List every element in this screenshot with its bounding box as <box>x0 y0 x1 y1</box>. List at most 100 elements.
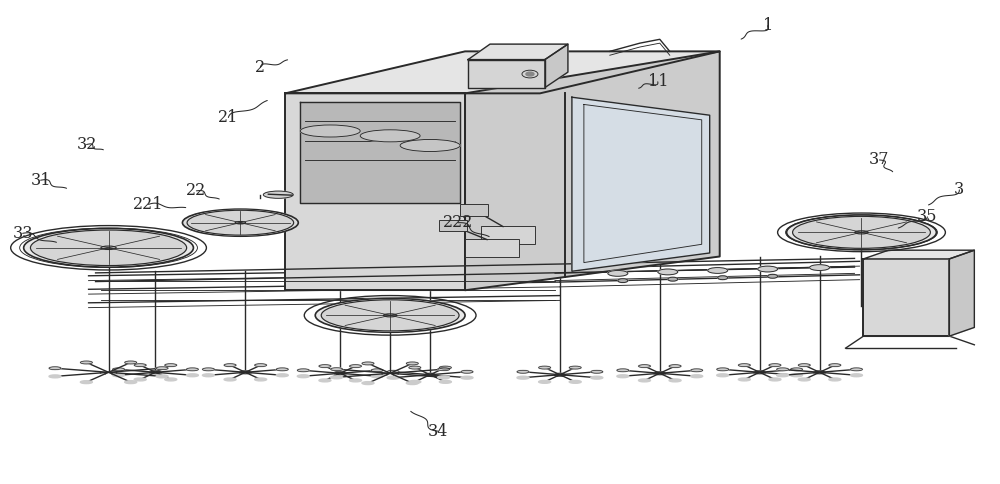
Ellipse shape <box>383 314 397 317</box>
Ellipse shape <box>777 374 789 377</box>
Ellipse shape <box>539 380 551 383</box>
Ellipse shape <box>517 370 529 373</box>
Ellipse shape <box>240 371 250 374</box>
Ellipse shape <box>297 375 309 378</box>
Ellipse shape <box>787 215 936 250</box>
Ellipse shape <box>276 368 288 371</box>
Polygon shape <box>863 259 949 336</box>
Ellipse shape <box>202 374 214 377</box>
Ellipse shape <box>182 209 298 236</box>
FancyBboxPatch shape <box>439 220 467 231</box>
Polygon shape <box>465 51 720 290</box>
Ellipse shape <box>406 362 418 365</box>
Ellipse shape <box>235 222 246 224</box>
Ellipse shape <box>49 375 61 378</box>
Ellipse shape <box>24 228 193 267</box>
Ellipse shape <box>569 380 581 383</box>
Text: 3: 3 <box>954 182 964 198</box>
Ellipse shape <box>165 363 177 366</box>
Ellipse shape <box>815 371 825 374</box>
Ellipse shape <box>321 300 459 331</box>
Ellipse shape <box>655 372 665 375</box>
Ellipse shape <box>387 370 399 373</box>
Ellipse shape <box>718 276 728 280</box>
Ellipse shape <box>617 369 629 372</box>
Ellipse shape <box>691 375 703 378</box>
Ellipse shape <box>409 366 421 369</box>
FancyBboxPatch shape <box>465 239 519 257</box>
Ellipse shape <box>224 363 236 366</box>
Ellipse shape <box>80 381 92 384</box>
Ellipse shape <box>769 378 781 381</box>
Ellipse shape <box>798 378 810 381</box>
Ellipse shape <box>639 379 650 382</box>
Ellipse shape <box>125 361 137 364</box>
Ellipse shape <box>691 369 703 372</box>
Ellipse shape <box>331 368 343 371</box>
Ellipse shape <box>406 382 418 385</box>
Ellipse shape <box>224 378 236 381</box>
Ellipse shape <box>461 370 473 373</box>
Ellipse shape <box>517 376 529 379</box>
Text: 32: 32 <box>76 136 97 153</box>
Ellipse shape <box>125 381 137 384</box>
Ellipse shape <box>134 363 146 366</box>
Ellipse shape <box>717 368 729 371</box>
Ellipse shape <box>186 374 198 377</box>
Ellipse shape <box>708 268 728 273</box>
Ellipse shape <box>255 378 267 381</box>
Ellipse shape <box>400 139 460 151</box>
Ellipse shape <box>360 130 420 142</box>
Ellipse shape <box>335 372 345 375</box>
Ellipse shape <box>350 379 361 382</box>
Text: 2: 2 <box>255 59 265 76</box>
Ellipse shape <box>202 368 214 371</box>
Ellipse shape <box>539 366 551 369</box>
Polygon shape <box>863 250 974 259</box>
Ellipse shape <box>798 363 810 366</box>
Ellipse shape <box>738 378 750 381</box>
Ellipse shape <box>439 380 451 383</box>
Polygon shape <box>545 44 568 88</box>
Ellipse shape <box>669 364 681 367</box>
Ellipse shape <box>438 376 450 379</box>
Ellipse shape <box>371 375 383 378</box>
Ellipse shape <box>668 277 678 281</box>
FancyBboxPatch shape <box>460 204 488 216</box>
Ellipse shape <box>768 274 778 278</box>
Ellipse shape <box>555 373 565 376</box>
Ellipse shape <box>829 363 841 366</box>
Polygon shape <box>285 51 720 93</box>
Ellipse shape <box>829 378 841 381</box>
Ellipse shape <box>80 361 92 364</box>
Ellipse shape <box>350 364 361 367</box>
Polygon shape <box>468 60 545 88</box>
Ellipse shape <box>150 371 160 374</box>
Ellipse shape <box>319 379 331 382</box>
Ellipse shape <box>113 374 125 377</box>
Ellipse shape <box>569 366 581 369</box>
Ellipse shape <box>810 265 830 271</box>
Ellipse shape <box>791 374 803 377</box>
Text: 21: 21 <box>218 109 239 126</box>
Ellipse shape <box>591 376 603 379</box>
Ellipse shape <box>30 230 187 266</box>
Ellipse shape <box>49 367 61 370</box>
Ellipse shape <box>738 363 750 366</box>
Polygon shape <box>949 250 974 336</box>
Ellipse shape <box>387 376 399 379</box>
Ellipse shape <box>526 72 534 76</box>
Ellipse shape <box>618 279 628 283</box>
Polygon shape <box>572 97 710 271</box>
Text: 11: 11 <box>648 73 668 91</box>
Ellipse shape <box>461 376 473 379</box>
Text: 1: 1 <box>763 17 773 34</box>
Ellipse shape <box>319 364 331 367</box>
Ellipse shape <box>791 368 803 371</box>
Ellipse shape <box>439 366 451 369</box>
Ellipse shape <box>263 191 293 198</box>
Text: 33: 33 <box>12 225 33 242</box>
Ellipse shape <box>658 269 678 275</box>
Text: 37: 37 <box>869 151 890 168</box>
Ellipse shape <box>793 216 930 248</box>
